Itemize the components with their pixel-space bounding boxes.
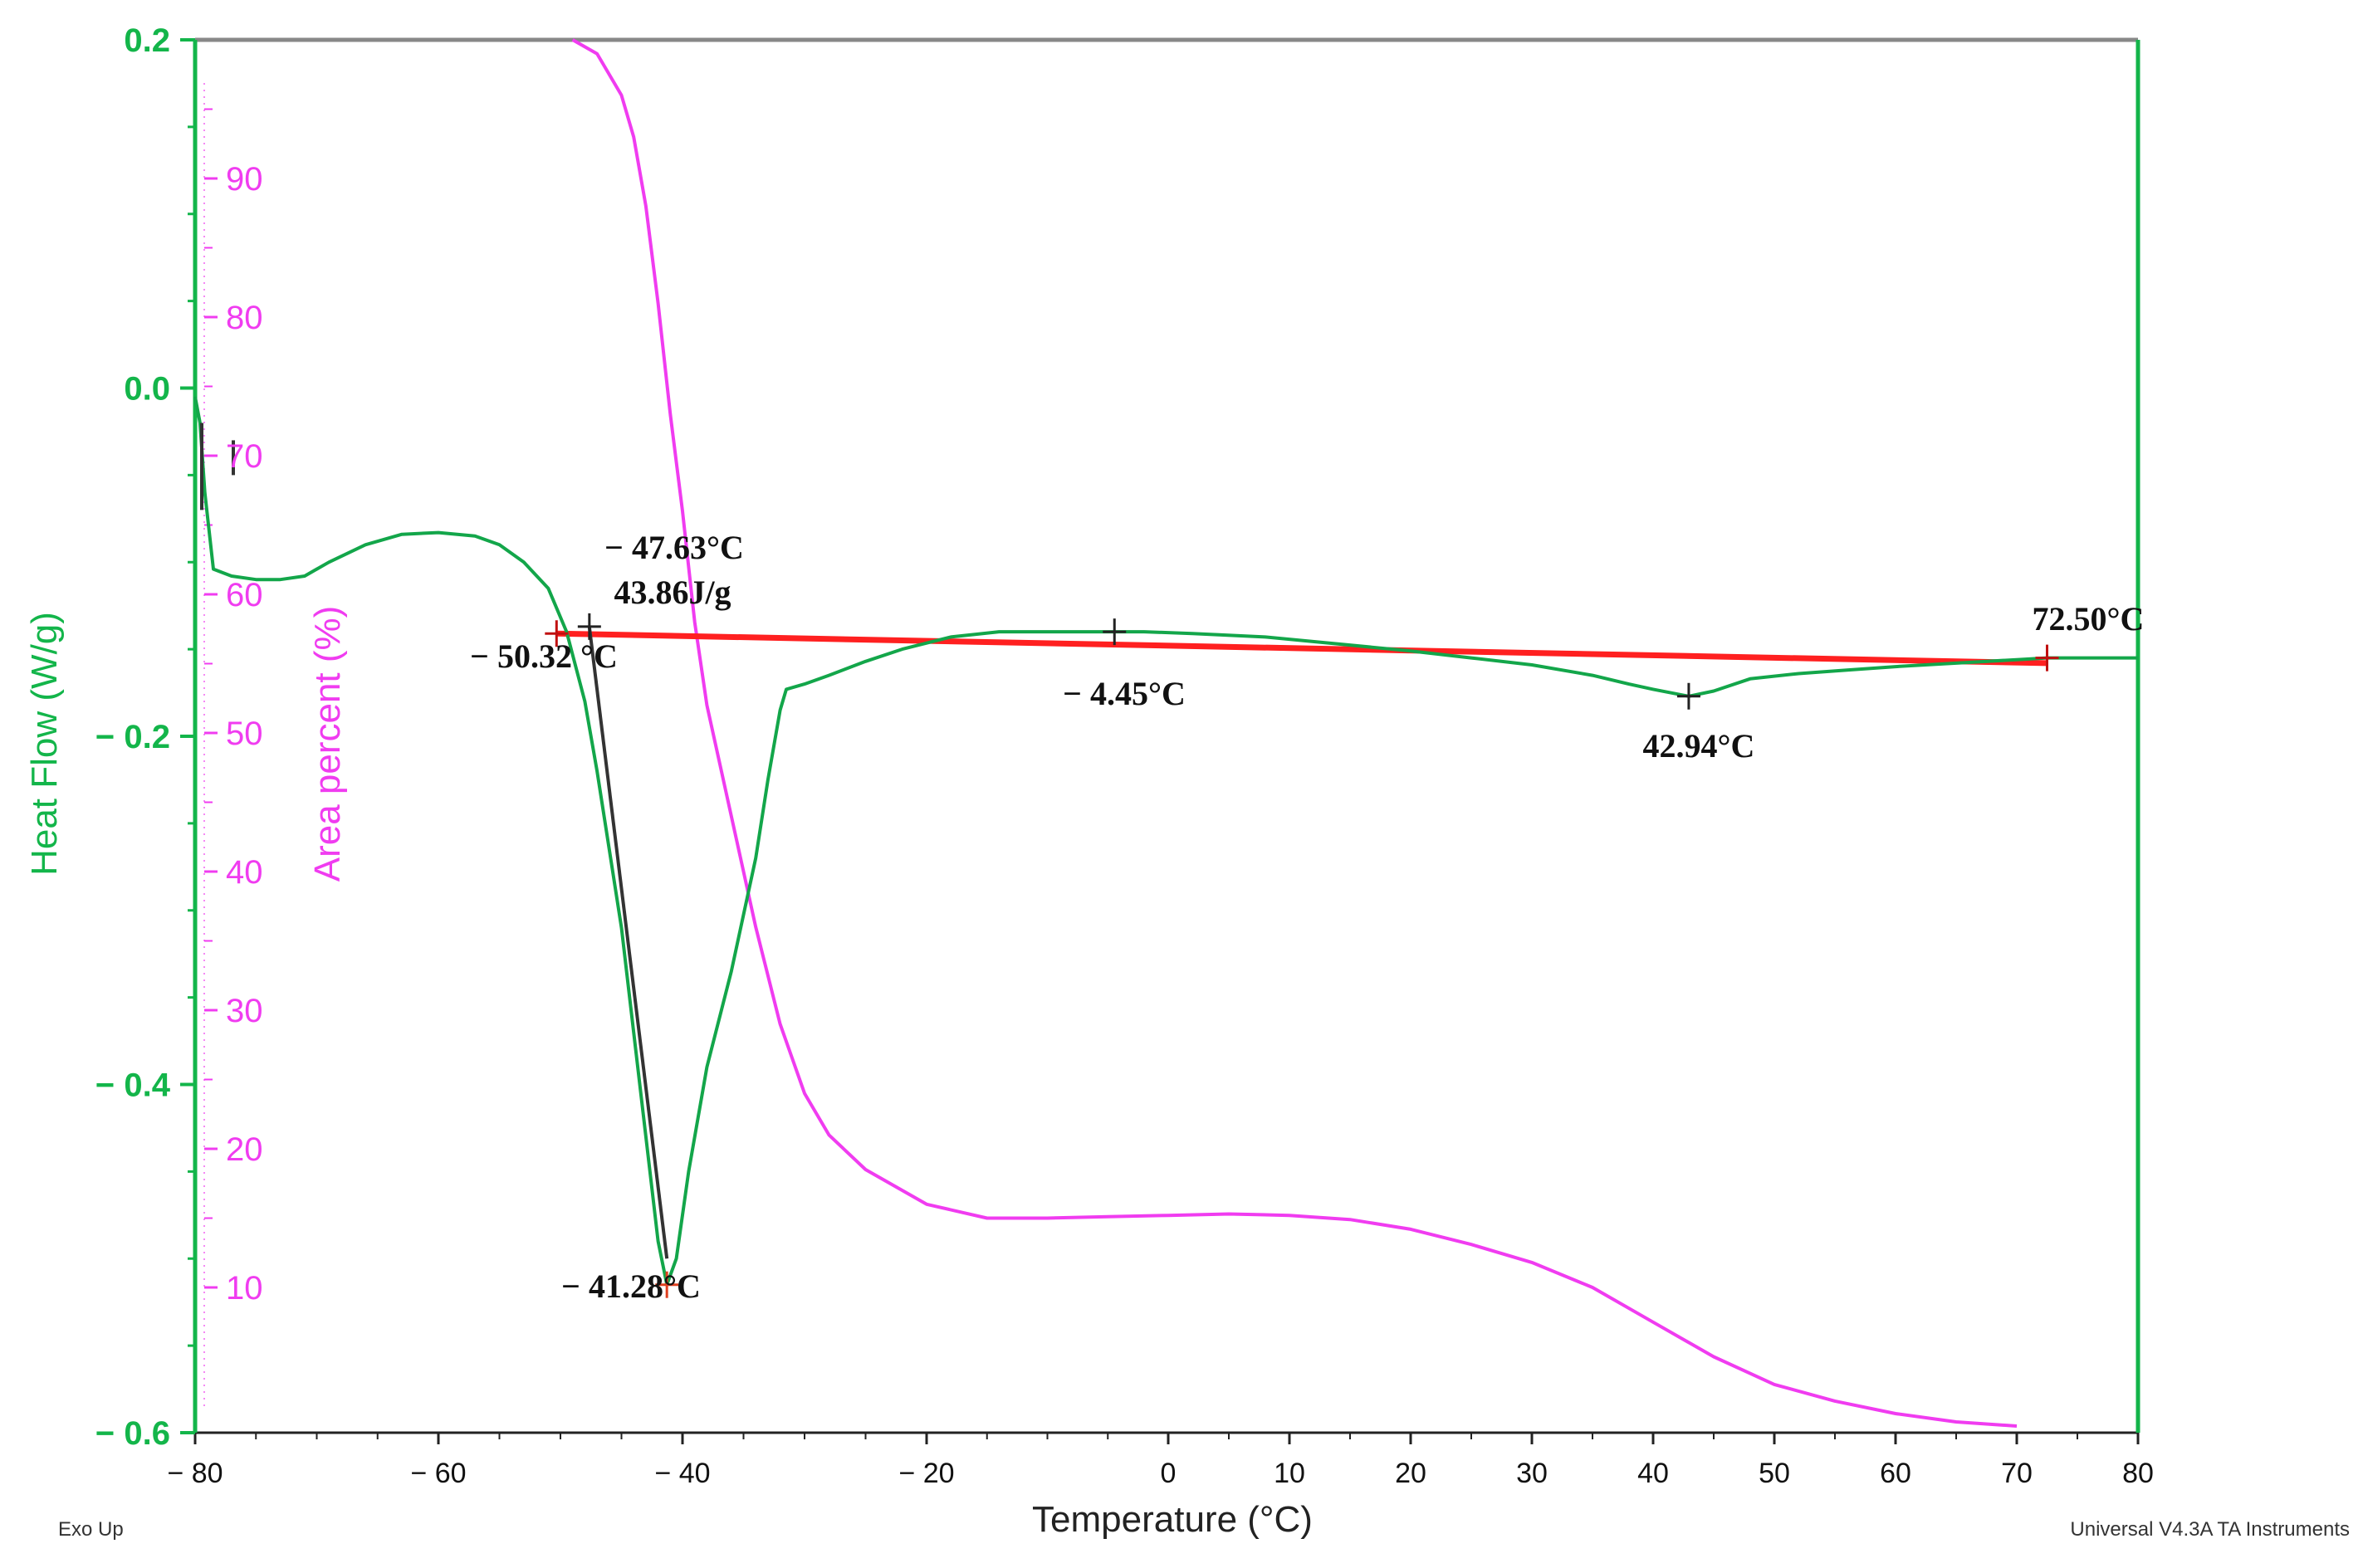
x-tick-label: 20 xyxy=(1395,1458,1426,1489)
x-tick-label: 40 xyxy=(1637,1458,1669,1489)
heat-flow-tick-label: − 0.6 xyxy=(95,1415,170,1452)
area-percent-axis-title: Area percent (%) xyxy=(307,606,348,882)
area-percent-tick-label: 80 xyxy=(226,300,263,336)
heat-flow-tick-label: − 0.4 xyxy=(95,1067,171,1104)
heat-flow-tick-label: 0.0 xyxy=(124,371,170,408)
x-tick-label: − 60 xyxy=(410,1458,466,1489)
x-tick-label: 60 xyxy=(1880,1458,1911,1489)
area-percent-tick-label: 90 xyxy=(226,161,263,198)
area-percent-series-line xyxy=(571,38,2018,1428)
peak-annotation: 72.50°C xyxy=(2033,600,2145,637)
heat-flow-series-line xyxy=(193,396,2138,1287)
heat-flow-tick-label: − 0.2 xyxy=(95,719,170,755)
heat-flow-tick-label: 0.2 xyxy=(124,22,170,59)
area-percent-tick-label: 20 xyxy=(226,1131,263,1168)
peak-annotation: − 47.63°C xyxy=(604,529,744,566)
peak-annotation: − 4.45°C xyxy=(1063,675,1186,712)
x-tick-label: 30 xyxy=(1516,1458,1548,1489)
heat-flow-axis-title: Heat Flow (W/g) xyxy=(24,612,65,876)
x-tick-label: 0 xyxy=(1161,1458,1177,1489)
x-tick-label: − 20 xyxy=(898,1458,954,1489)
peak-annotation: − 41.28°C xyxy=(561,1268,701,1305)
x-axis-title: Temperature (°C) xyxy=(1032,1499,1313,1540)
peak-annotation: 42.94°C xyxy=(1643,727,1755,764)
x-tick-label: 70 xyxy=(2001,1458,2033,1489)
x-tick-label: − 80 xyxy=(167,1458,223,1489)
peak-annotation: − 50.32 °C xyxy=(470,637,618,675)
x-tick-label: − 40 xyxy=(654,1458,710,1489)
footer-exo-up: Exo Up xyxy=(58,1518,124,1541)
area-percent-tick-label: 30 xyxy=(226,993,263,1029)
area-percent-tick-label: 60 xyxy=(226,577,263,613)
integration-baseline xyxy=(556,630,2047,667)
area-percent-tick-label: 70 xyxy=(226,438,263,475)
area-percent-tick-label: 50 xyxy=(226,716,263,752)
area-percent-tick-label: 40 xyxy=(226,854,263,891)
x-tick-label: 80 xyxy=(2122,1458,2154,1489)
x-tick-label: 10 xyxy=(1274,1458,1305,1489)
peak-annotation: 43.86J/g xyxy=(614,574,731,611)
footer-software: Universal V4.3A TA Instruments xyxy=(2070,1518,2350,1541)
x-tick-label: 50 xyxy=(1759,1458,1790,1489)
onset-tangent-line xyxy=(587,626,669,1259)
area-percent-tick-label: 10 xyxy=(226,1270,263,1307)
